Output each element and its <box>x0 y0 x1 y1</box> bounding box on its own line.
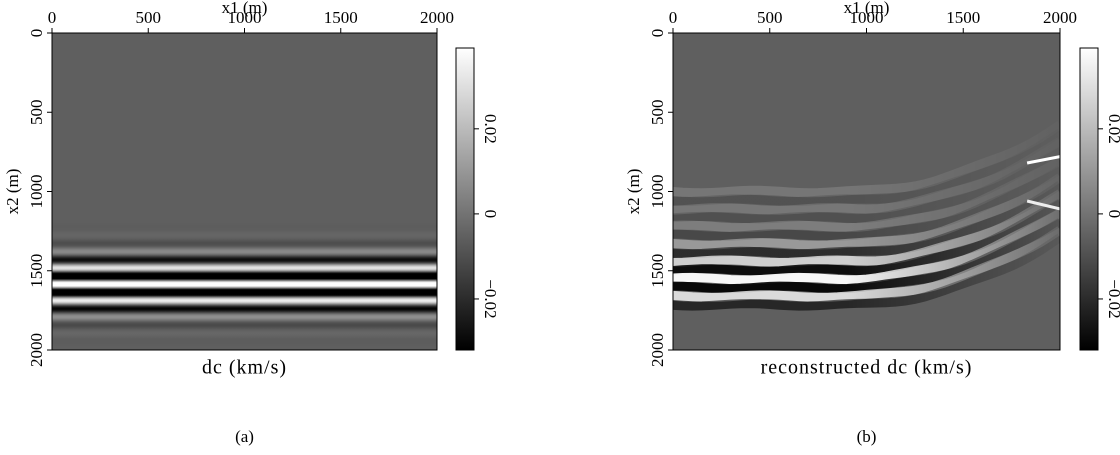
colorbar-tick-label: 0 <box>481 210 500 219</box>
wave-band <box>673 128 1060 207</box>
colorbar-tick-label: −0.02 <box>1105 279 1120 318</box>
wave-band <box>673 147 1060 224</box>
colorbar-tick-label: 0.02 <box>1105 114 1120 144</box>
wave-band <box>673 209 1060 285</box>
colorbar-tick-label: −0.02 <box>481 279 500 318</box>
y-axis-label: x2 (m) <box>3 169 22 215</box>
x-tick-label: 0 <box>48 8 57 27</box>
x-tick-label: 0 <box>669 8 678 27</box>
image <box>673 120 1060 311</box>
x-tick-label: 500 <box>136 8 162 27</box>
wave-band <box>673 233 1060 311</box>
wave-band <box>673 120 1060 198</box>
wave-band <box>673 173 1060 250</box>
x-tick-label: 1000 <box>850 8 884 27</box>
y-tick-label: 500 <box>27 100 46 126</box>
chart-title: reconstructed dc (km/s) <box>761 357 973 379</box>
y-tick-label: 1500 <box>648 254 667 288</box>
x-axis-label: x1 (m) <box>844 0 890 17</box>
caption: (b) <box>857 427 877 446</box>
colorbar <box>455 47 475 351</box>
y-axis-label: x2 (m) <box>624 169 643 215</box>
y-tick-label: 2000 <box>648 333 667 367</box>
x-axis-label: x1 (m) <box>222 0 268 17</box>
y-tick-label: 2000 <box>27 333 46 367</box>
wave-band <box>673 218 1060 294</box>
x-tick-label: 2000 <box>420 8 454 27</box>
colorbar-tick-label: 0.02 <box>481 114 500 144</box>
x-tick-label: 1500 <box>324 8 358 27</box>
y-tick-label: 1000 <box>648 175 667 209</box>
y-tick-label: 0 <box>648 29 667 38</box>
x-tick-label: 2000 <box>1043 8 1077 27</box>
image <box>52 33 437 350</box>
artifact <box>1026 199 1060 211</box>
x-tick-label: 1500 <box>946 8 980 27</box>
chart-title: dc (km/s) <box>202 357 287 379</box>
y-tick-label: 1500 <box>27 254 46 288</box>
caption: (a) <box>235 427 254 446</box>
x-tick-label: 500 <box>757 8 783 27</box>
wave-band <box>673 181 1060 259</box>
y-tick-label: 1000 <box>27 175 46 209</box>
wave-band <box>673 189 1060 268</box>
colorbar-tick-label: 0 <box>1105 210 1120 219</box>
y-tick-label: 0 <box>27 29 46 38</box>
artifact <box>1026 155 1060 165</box>
wave-band <box>673 165 1060 241</box>
wave-band <box>673 137 1060 215</box>
wave-band <box>673 226 1060 302</box>
wave-band <box>673 156 1060 233</box>
wave-band <box>673 199 1060 276</box>
colorbar <box>1079 47 1099 351</box>
y-tick-label: 500 <box>648 100 667 126</box>
x-tick-label: 1000 <box>228 8 262 27</box>
